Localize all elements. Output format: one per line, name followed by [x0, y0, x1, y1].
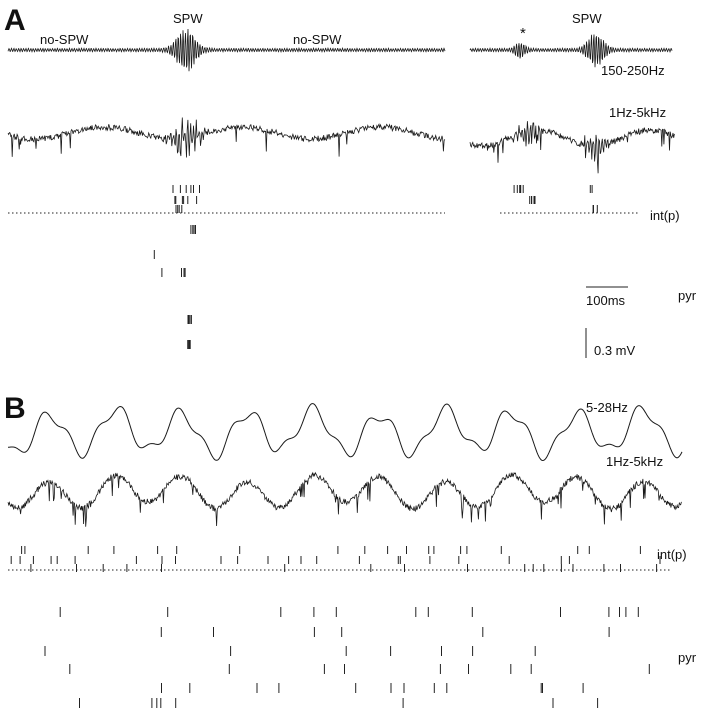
- pyramidal-spike-raster-b: [44, 607, 650, 708]
- label-band-1hz-5khz-a: 1Hz-5kHz: [609, 105, 666, 120]
- label-int-b: int(p): [657, 547, 687, 562]
- ripple-band-trace-left: [7, 28, 446, 72]
- panel-b-letter: B: [4, 392, 26, 425]
- label-pyr-b: pyr: [678, 650, 697, 665]
- wideband-trace-b: [7, 471, 682, 527]
- voltage-scalebar-label: 0.3 mV: [594, 343, 636, 358]
- interneuron-spike-raster-a: [172, 185, 598, 213]
- label-star: *: [520, 25, 526, 42]
- wideband-trace-right: [469, 121, 675, 174]
- label-no-spw-right: no-SPW: [293, 32, 342, 47]
- label-band-150-250: 150-250Hz: [601, 63, 665, 78]
- label-int-a: int(p): [650, 208, 680, 223]
- label-spw-main: SPW: [173, 11, 203, 26]
- label-band-5-28: 5-28Hz: [586, 400, 628, 415]
- label-pyr-a: pyr: [678, 288, 697, 303]
- label-band-1hz-5khz-b: 1Hz-5kHz: [606, 454, 663, 469]
- label-spw-right: SPW: [572, 11, 602, 26]
- pyramidal-spike-raster-a: [153, 225, 196, 349]
- interneuron-spike-raster-b: [10, 546, 661, 572]
- label-no-spw-left: no-SPW: [40, 32, 89, 47]
- theta-band-trace: [8, 403, 683, 462]
- panel-a-letter: A: [4, 4, 26, 37]
- ripple-band-trace-right: [469, 34, 673, 68]
- time-scalebar-label: 100ms: [586, 293, 626, 308]
- wideband-trace-left: [7, 117, 446, 158]
